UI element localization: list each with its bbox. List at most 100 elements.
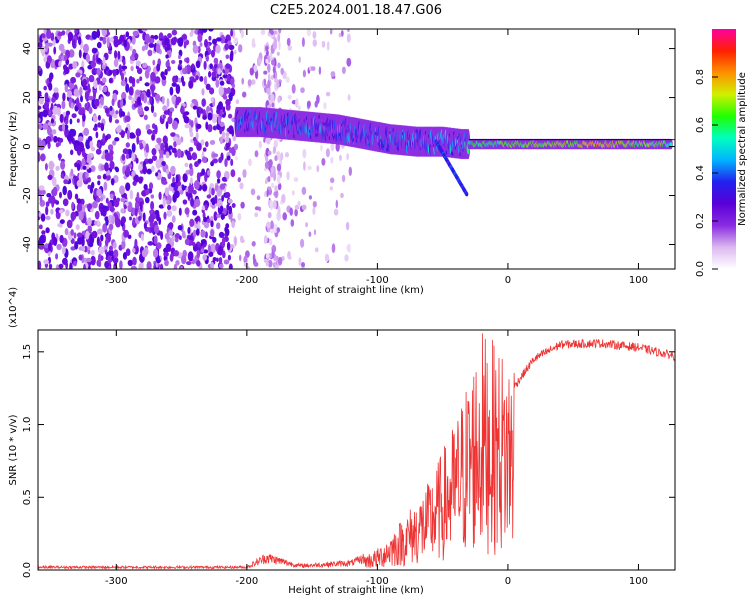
heatmap-cell <box>131 134 136 139</box>
heatmap-cell <box>226 204 230 211</box>
heatmap-cell <box>221 176 227 182</box>
heatmap-cell <box>94 98 100 107</box>
heatmap-cell <box>48 74 53 83</box>
heatmap-cell <box>74 145 80 152</box>
heatmap-cell <box>192 189 197 195</box>
heatmap-cell <box>254 150 259 158</box>
heatmap-cell <box>273 139 278 148</box>
heatmap-cell <box>116 125 122 134</box>
heatmap-cell <box>202 184 208 192</box>
heatmap-cell <box>142 62 148 69</box>
heatmap-cell <box>119 260 123 269</box>
heatmap-cell <box>264 235 268 244</box>
heatmap-cell <box>314 100 318 108</box>
heatmap-cell <box>144 43 149 51</box>
heatmap-cell <box>136 67 143 75</box>
heatmap-cell <box>189 131 194 138</box>
heatmap-cell <box>218 86 224 96</box>
heatmap-cell <box>85 171 89 179</box>
heatmap-cell <box>133 103 139 108</box>
heatmap-cell <box>78 210 84 221</box>
heatmap-cell <box>66 219 73 229</box>
colorbar-tick-label: 0.0 <box>695 261 706 277</box>
heatmap-cell <box>97 180 101 186</box>
heatmap-cell <box>61 100 66 110</box>
heatmap-cell <box>303 161 306 171</box>
heatmap-cell <box>182 173 188 183</box>
heatmap-cell <box>226 74 230 82</box>
heatmap-cell <box>166 65 171 72</box>
heatmap-cell <box>88 241 94 248</box>
x-tick-label: -300 <box>105 275 128 286</box>
x-tick-label: -100 <box>366 576 389 587</box>
heatmap-cell <box>91 181 95 189</box>
heatmap-cell <box>274 70 278 80</box>
heatmap-cell <box>187 227 191 234</box>
heatmap-cell <box>104 162 109 172</box>
heatmap-cell <box>254 212 259 218</box>
heatmap-cell <box>45 206 49 216</box>
heatmap-cell <box>211 159 218 164</box>
heatmap-cell <box>170 132 176 138</box>
heatmap-cell <box>98 240 102 247</box>
heatmap-cell <box>235 156 238 161</box>
x-tick-label: 0 <box>505 275 511 286</box>
heatmap-cell <box>170 165 176 175</box>
heatmap-cell <box>164 68 168 76</box>
heatmap-cell <box>267 150 272 156</box>
heatmap-cell <box>265 45 269 52</box>
heatmap-cell <box>41 140 46 149</box>
heatmap-cell <box>131 97 135 106</box>
heatmap-cell <box>272 146 277 154</box>
heatmap-cell <box>216 178 221 184</box>
heatmap-cell <box>222 106 226 113</box>
heatmap-cell <box>162 105 168 112</box>
heatmap-cell <box>219 136 223 144</box>
heatmap-cell <box>237 213 242 221</box>
heatmap-cell <box>62 198 69 207</box>
heatmap-cell <box>144 82 150 87</box>
heatmap-cell <box>270 93 275 102</box>
heatmap-cell <box>100 164 106 171</box>
heatmap-cell <box>178 37 184 47</box>
chart-title: C2E5.2024.001.18.47.G06 <box>270 3 442 18</box>
heatmap-cell <box>139 110 145 115</box>
heatmap-cell <box>190 197 195 207</box>
heatmap-cell <box>280 67 285 75</box>
heatmap-cell <box>125 248 131 256</box>
heatmap-cell <box>329 186 333 191</box>
heatmap-cell <box>121 239 126 250</box>
heatmap-cell <box>141 93 145 102</box>
heatmap-cell <box>121 153 126 161</box>
heatmap-cell <box>225 87 231 94</box>
heatmap-cell <box>112 241 117 249</box>
heatmap-cell <box>107 201 112 209</box>
heatmap-cell <box>210 243 217 254</box>
heatmap-cell <box>187 184 194 194</box>
x-tick-label: -200 <box>236 576 259 587</box>
heatmap-cell <box>293 177 299 182</box>
heatmap-cell <box>346 153 349 161</box>
heatmap-cell <box>127 201 133 212</box>
heatmap-cell <box>114 50 118 59</box>
heatmap-cell <box>195 132 199 140</box>
heatmap-cell <box>146 124 151 130</box>
heatmap-cell <box>141 249 148 258</box>
heatmap-cell <box>212 38 217 45</box>
x-tick-label: -300 <box>105 576 128 587</box>
heatmap-cell <box>91 98 96 108</box>
snr-series-line <box>38 333 675 570</box>
heatmap-cell <box>39 234 45 245</box>
heatmap-cell <box>108 50 112 55</box>
heatmap-cell <box>97 228 103 235</box>
heatmap-cell <box>46 55 52 64</box>
heatmap-cell <box>55 142 60 148</box>
heatmap-cell <box>297 200 301 207</box>
heatmap-cell <box>132 256 137 266</box>
heatmap-cell <box>63 66 70 75</box>
heatmap-cell <box>139 142 144 150</box>
heatmap-cell <box>178 207 182 216</box>
heatmap-cell <box>180 105 184 115</box>
x-tick-label: -200 <box>236 275 259 286</box>
heatmap-cell <box>165 243 172 252</box>
